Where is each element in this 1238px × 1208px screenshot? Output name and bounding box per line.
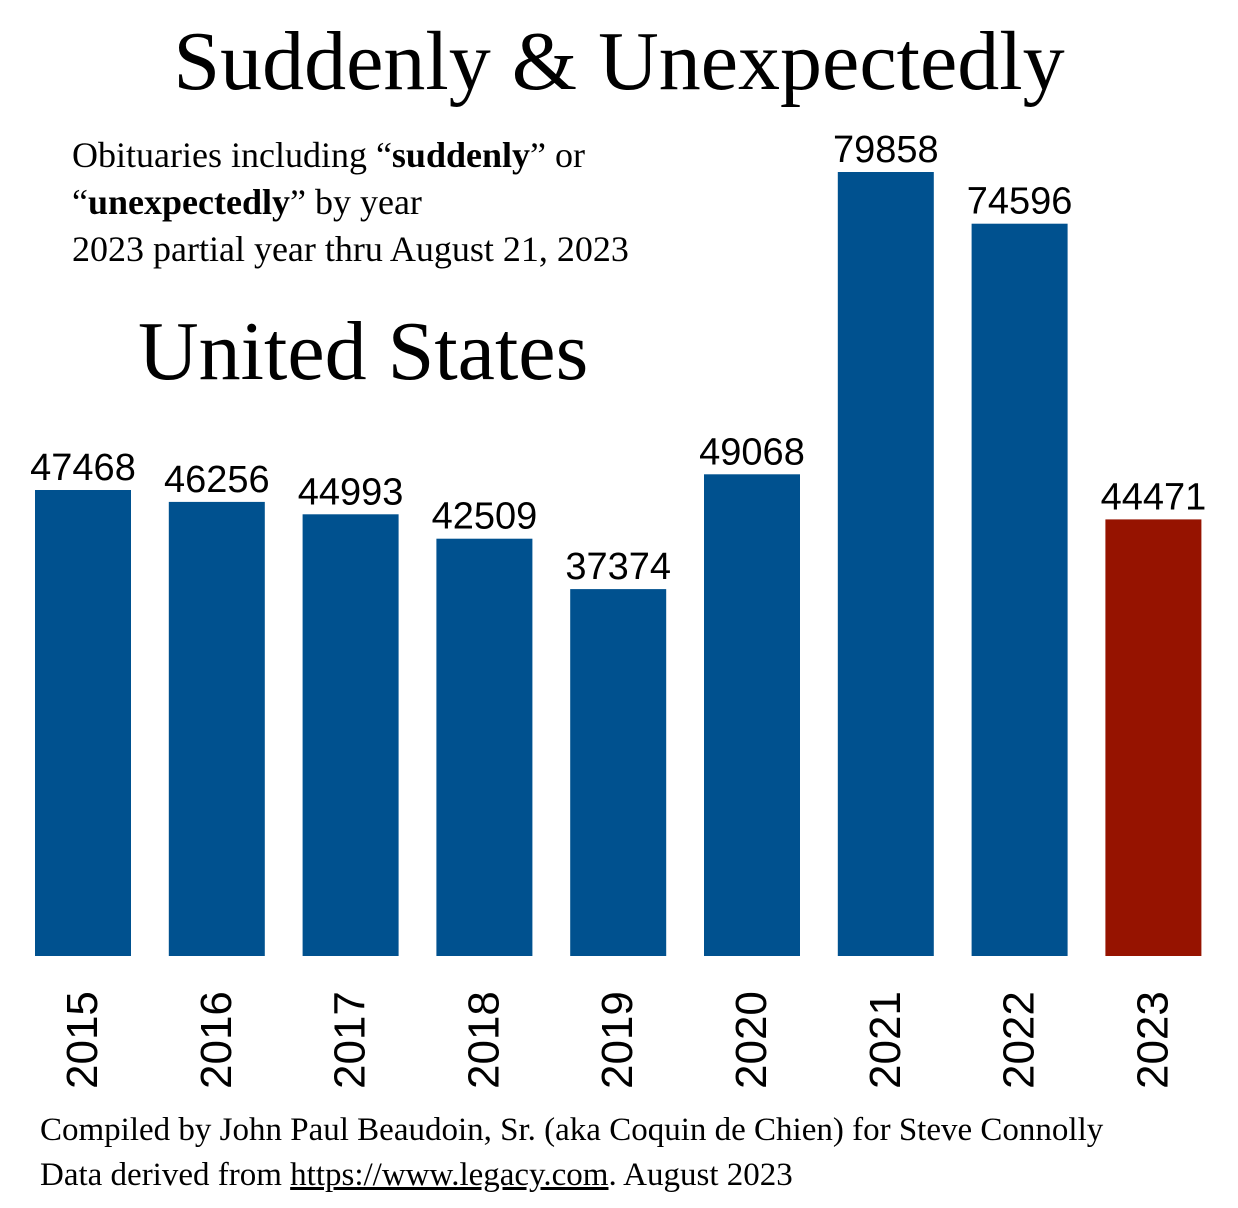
x-tick-2023: 2023 bbox=[1128, 991, 1177, 1089]
value-label-2021: 79858 bbox=[833, 129, 939, 171]
subtitle-keyword-unexpectedly: unexpectedly bbox=[87, 182, 290, 222]
chart-subtitle: Obituaries including “suddenly” or “unex… bbox=[72, 132, 629, 273]
x-tick-2018: 2018 bbox=[459, 991, 508, 1089]
source-link[interactable]: https://www.legacy.com bbox=[290, 1157, 609, 1193]
footer-credit: Compiled by John Paul Beaudoin, Sr. (aka… bbox=[40, 1112, 1104, 1148]
x-tick-2021: 2021 bbox=[861, 991, 910, 1089]
value-label-2019: 37374 bbox=[565, 546, 671, 588]
x-tick-2022: 2022 bbox=[995, 991, 1044, 1089]
region-label: United States bbox=[138, 305, 589, 398]
subtitle-line-1-pre: Obituaries including “ bbox=[72, 135, 392, 175]
bar-2019 bbox=[570, 589, 667, 956]
subtitle-line-3: 2023 partial year thru August 21, 2023 bbox=[72, 229, 629, 269]
x-tick-2017: 2017 bbox=[326, 991, 375, 1089]
footer-source-pre: Data derived from bbox=[40, 1157, 291, 1193]
subtitle-line-1-post: ” or bbox=[530, 135, 585, 175]
x-tick-2016: 2016 bbox=[192, 991, 241, 1089]
x-tick-2020: 2020 bbox=[727, 991, 776, 1089]
bar-2015 bbox=[35, 490, 131, 956]
value-label-2022: 74596 bbox=[967, 181, 1073, 223]
bar-2020 bbox=[704, 474, 800, 956]
x-tick-2019: 2019 bbox=[593, 991, 642, 1089]
bar-chart: 47468 2015 46256 2016 44993 2017 42509 2018 3737… bbox=[30, 129, 1207, 1089]
footer-source: Data derived from https://www.legacy.com… bbox=[40, 1153, 1103, 1198]
subtitle-line-2-pre: “ bbox=[72, 182, 88, 222]
bar-2016 bbox=[168, 501, 265, 956]
subtitle-line-1: Obituaries including “suddenly” or bbox=[72, 132, 629, 179]
value-label-2015: 47468 bbox=[30, 447, 136, 489]
footer-source-post: . August 2023 bbox=[608, 1157, 793, 1193]
value-label-2023: 44471 bbox=[1101, 476, 1207, 518]
bar-2022 bbox=[971, 223, 1068, 956]
bar-2023 bbox=[1105, 519, 1202, 956]
subtitle-keyword-suddenly: suddenly bbox=[391, 135, 530, 175]
bar-2021 bbox=[837, 172, 934, 956]
bar-2017 bbox=[302, 514, 399, 956]
x-tick-2015: 2015 bbox=[58, 991, 107, 1089]
subtitle-line-2-post: ” by year bbox=[289, 182, 422, 222]
value-label-2020: 49068 bbox=[699, 431, 805, 473]
subtitle-line-2: “unexpectedly” by year bbox=[72, 179, 629, 226]
value-label-2016: 46256 bbox=[164, 459, 270, 501]
chart-title: Suddenly & Unexpectedly bbox=[173, 15, 1065, 108]
footer: Compiled by John Paul Beaudoin, Sr. (aka… bbox=[40, 1108, 1103, 1198]
value-label-2018: 42509 bbox=[432, 496, 538, 538]
bar-2018 bbox=[436, 538, 533, 956]
value-label-2017: 44993 bbox=[298, 471, 404, 513]
